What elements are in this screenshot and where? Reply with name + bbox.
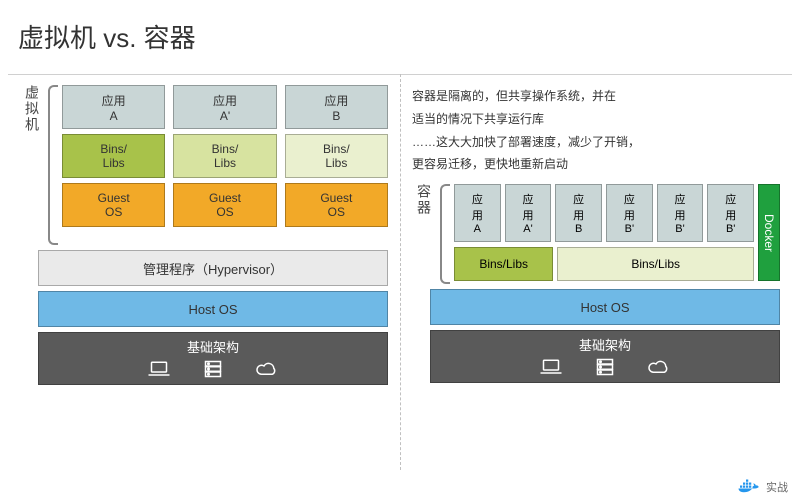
vm-column: 虚拟机 应用A 应用A' 应用B Bins/Libs Bins/Libs Bin…: [8, 75, 400, 470]
hypervisor-layer: 管理程序（Hypervisor）: [38, 250, 388, 286]
vm-bins-2: Bins/Libs: [285, 134, 388, 178]
container-column: 容器是隔离的，但共享操作系统，并在 适当的情况下共享运行库 ……这大大加快了部署…: [400, 75, 792, 470]
vm-app-a2: 应用A': [173, 85, 276, 129]
docker-whale-icon: [736, 478, 762, 496]
server-icon: [200, 360, 226, 378]
vm-guest-2: GuestOS: [285, 183, 388, 227]
ct-bins-0: Bins/Libs: [454, 247, 553, 281]
ct-app-1: 应用A': [505, 184, 552, 242]
vm-host-os: Host OS: [38, 291, 388, 327]
cloud-icon: [254, 360, 280, 378]
vm-label: 虚拟机: [20, 85, 44, 245]
vm-guest-0: GuestOS: [62, 183, 165, 227]
vm-guest-1: GuestOS: [173, 183, 276, 227]
vm-brace: [48, 85, 58, 245]
ct-app-0: 应用A: [454, 184, 501, 242]
container-bins-row: Bins/Libs Bins/Libs: [454, 247, 754, 281]
container-label: 容器: [412, 184, 436, 284]
vm-infra-label: 基础架构: [41, 337, 385, 356]
laptop-icon: [146, 360, 172, 378]
cloud-icon: [646, 358, 672, 376]
ct-bins-1: Bins/Libs: [557, 247, 754, 281]
container-desc: 容器是隔离的，但共享操作系统，并在 适当的情况下共享运行库 ……这大大加快了部署…: [412, 85, 780, 176]
footer-logo: 实战: [736, 478, 788, 496]
page-title: 虚拟机 vs. 容器: [18, 18, 196, 55]
ct-app-4: 应用B': [657, 184, 704, 242]
docker-bar: Docker: [758, 184, 780, 281]
ct-app-3: 应用B': [606, 184, 653, 242]
vm-guest-row: GuestOS GuestOS GuestOS: [62, 183, 388, 227]
ct-app-2: 应用B: [555, 184, 602, 242]
vm-app-b: 应用B: [285, 85, 388, 129]
vm-bins-1: Bins/Libs: [173, 134, 276, 178]
laptop-icon: [538, 358, 564, 376]
ct-infra-label: 基础架构: [433, 335, 777, 354]
ct-host-os: Host OS: [430, 289, 780, 325]
vm-bins-row: Bins/Libs Bins/Libs Bins/Libs: [62, 134, 388, 178]
ct-infra: 基础架构: [430, 330, 780, 383]
vertical-separator: [400, 74, 401, 470]
container-brace: [440, 184, 450, 284]
ct-app-5: 应用B': [707, 184, 754, 242]
vm-apps-row: 应用A 应用A' 应用B: [62, 85, 388, 129]
vm-app-a: 应用A: [62, 85, 165, 129]
vm-bins-0: Bins/Libs: [62, 134, 165, 178]
container-apps-row: 应用A 应用A' 应用B 应用B' 应用B' 应用B': [454, 184, 754, 242]
server-icon: [592, 358, 618, 376]
vm-infra: 基础架构: [38, 332, 388, 385]
